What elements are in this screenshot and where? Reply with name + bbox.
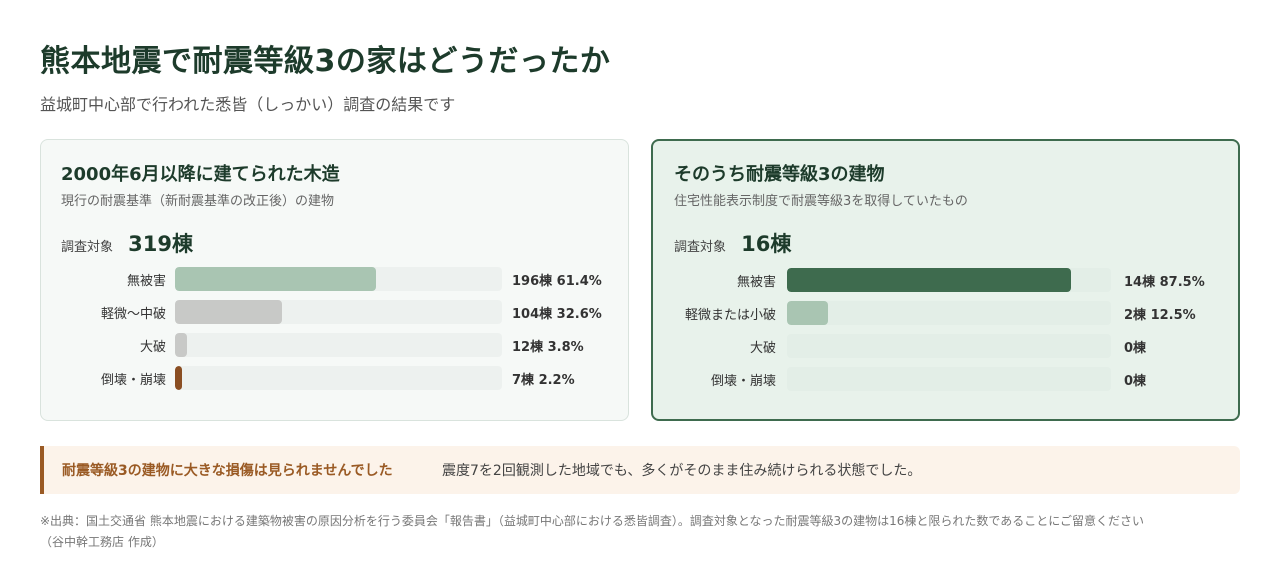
- bar-row: 無被害 14棟 87.5%: [653, 268, 1238, 292]
- bar-value-label: 104棟 32.6%: [512, 307, 602, 322]
- bar-track: [787, 268, 1111, 292]
- notice-headline: 耐震等級3の建物に大きな損傷は見られませんでした: [62, 463, 393, 479]
- bar-category-label: 無被害: [126, 274, 166, 289]
- bar: [175, 267, 376, 291]
- survey-count-label: 調査対象: [61, 240, 114, 255]
- bar-track: [787, 301, 1111, 325]
- chart-subtitle: 現行の耐震基準（新耐震基準の改正後）の建物: [61, 194, 335, 209]
- bar-value-label: 196棟 61.4%: [512, 274, 602, 289]
- bar-value-label: 7棟 2.2%: [512, 373, 575, 388]
- chart-card-grade3: そのうち耐震等級3の建物 住宅性能表示制度で耐震等級3を取得していたもの 調査対…: [651, 139, 1240, 421]
- bar-row: 大破 0棟: [653, 334, 1238, 358]
- bar-row: 倒壊・崩壊 0棟: [653, 367, 1238, 391]
- bar-category-label: 倒壊・崩壊: [100, 373, 166, 388]
- source-note: ※出典：国土交通省 熊本地震における建築物被害の原因分析を行う委員会「報告書」（…: [40, 511, 1240, 553]
- bar-track: [175, 333, 502, 357]
- bar-value-label: 0棟: [1124, 374, 1147, 389]
- bar-category-label: 軽微または小破: [684, 308, 776, 323]
- bar-value-label: 12棟 3.8%: [512, 340, 584, 355]
- bar: [175, 300, 282, 324]
- notice-banner: 耐震等級3の建物に大きな損傷は見られませんでした 震度7を2回観測した地域でも、…: [40, 446, 1240, 494]
- bar: [175, 366, 183, 390]
- survey-count: 調査対象 319棟: [61, 228, 193, 258]
- notice-text: 震度7を2回観測した地域でも、多くがそのまま住み続けられる状態でした。: [442, 463, 922, 479]
- bar-category-label: 大破: [749, 341, 776, 356]
- survey-count-value: 319棟: [128, 232, 193, 256]
- bar-category-label: 無被害: [736, 275, 776, 290]
- survey-count-label: 調査対象: [674, 240, 727, 255]
- bar-row: 軽微または小破 2棟 12.5%: [653, 301, 1238, 325]
- bar: [175, 333, 188, 357]
- bar-track: [787, 334, 1111, 358]
- survey-count: 調査対象 16棟: [674, 228, 791, 258]
- bar: [787, 301, 828, 325]
- bar-track: [175, 267, 502, 291]
- bar-category-label: 倒壊・崩壊: [710, 374, 776, 389]
- page-subtitle: 益城町中心部で行われた悉皆（しっかい）調査の結果です: [40, 95, 456, 114]
- bar-value-label: 0棟: [1124, 341, 1147, 356]
- bar-track: [175, 366, 502, 390]
- chart-title: そのうち耐震等級3の建物: [674, 164, 885, 185]
- bar-track: [787, 367, 1111, 391]
- bar-row: 無被害 196棟 61.4%: [41, 267, 628, 291]
- chart-subtitle: 住宅性能表示制度で耐震等級3を取得していたもの: [674, 194, 968, 209]
- bar-category-label: 軽微〜中破: [100, 307, 166, 322]
- survey-count-value: 16棟: [741, 232, 792, 256]
- bar-category-label: 大破: [139, 340, 166, 355]
- chart-title: 2000年6月以降に建てられた木造: [61, 164, 340, 185]
- source-credit: （谷中幹工務店 作成）: [40, 535, 164, 549]
- chart-card-all-wooden: 2000年6月以降に建てられた木造 現行の耐震基準（新耐震基準の改正後）の建物 …: [40, 139, 629, 421]
- bar-row: 倒壊・崩壊 7棟 2.2%: [41, 366, 628, 390]
- source-line: ※出典：国土交通省 熊本地震における建築物被害の原因分析を行う委員会「報告書」（…: [40, 514, 1145, 528]
- bar-row: 大破 12棟 3.8%: [41, 333, 628, 357]
- bar-value-label: 14棟 87.5%: [1124, 275, 1205, 290]
- page-title: 熊本地震で耐震等級3の家はどうだったか: [40, 44, 611, 79]
- bar-row: 軽微〜中破 104棟 32.6%: [41, 300, 628, 324]
- bar-value-label: 2棟 12.5%: [1124, 308, 1196, 323]
- bar: [787, 268, 1071, 292]
- bar-track: [175, 300, 502, 324]
